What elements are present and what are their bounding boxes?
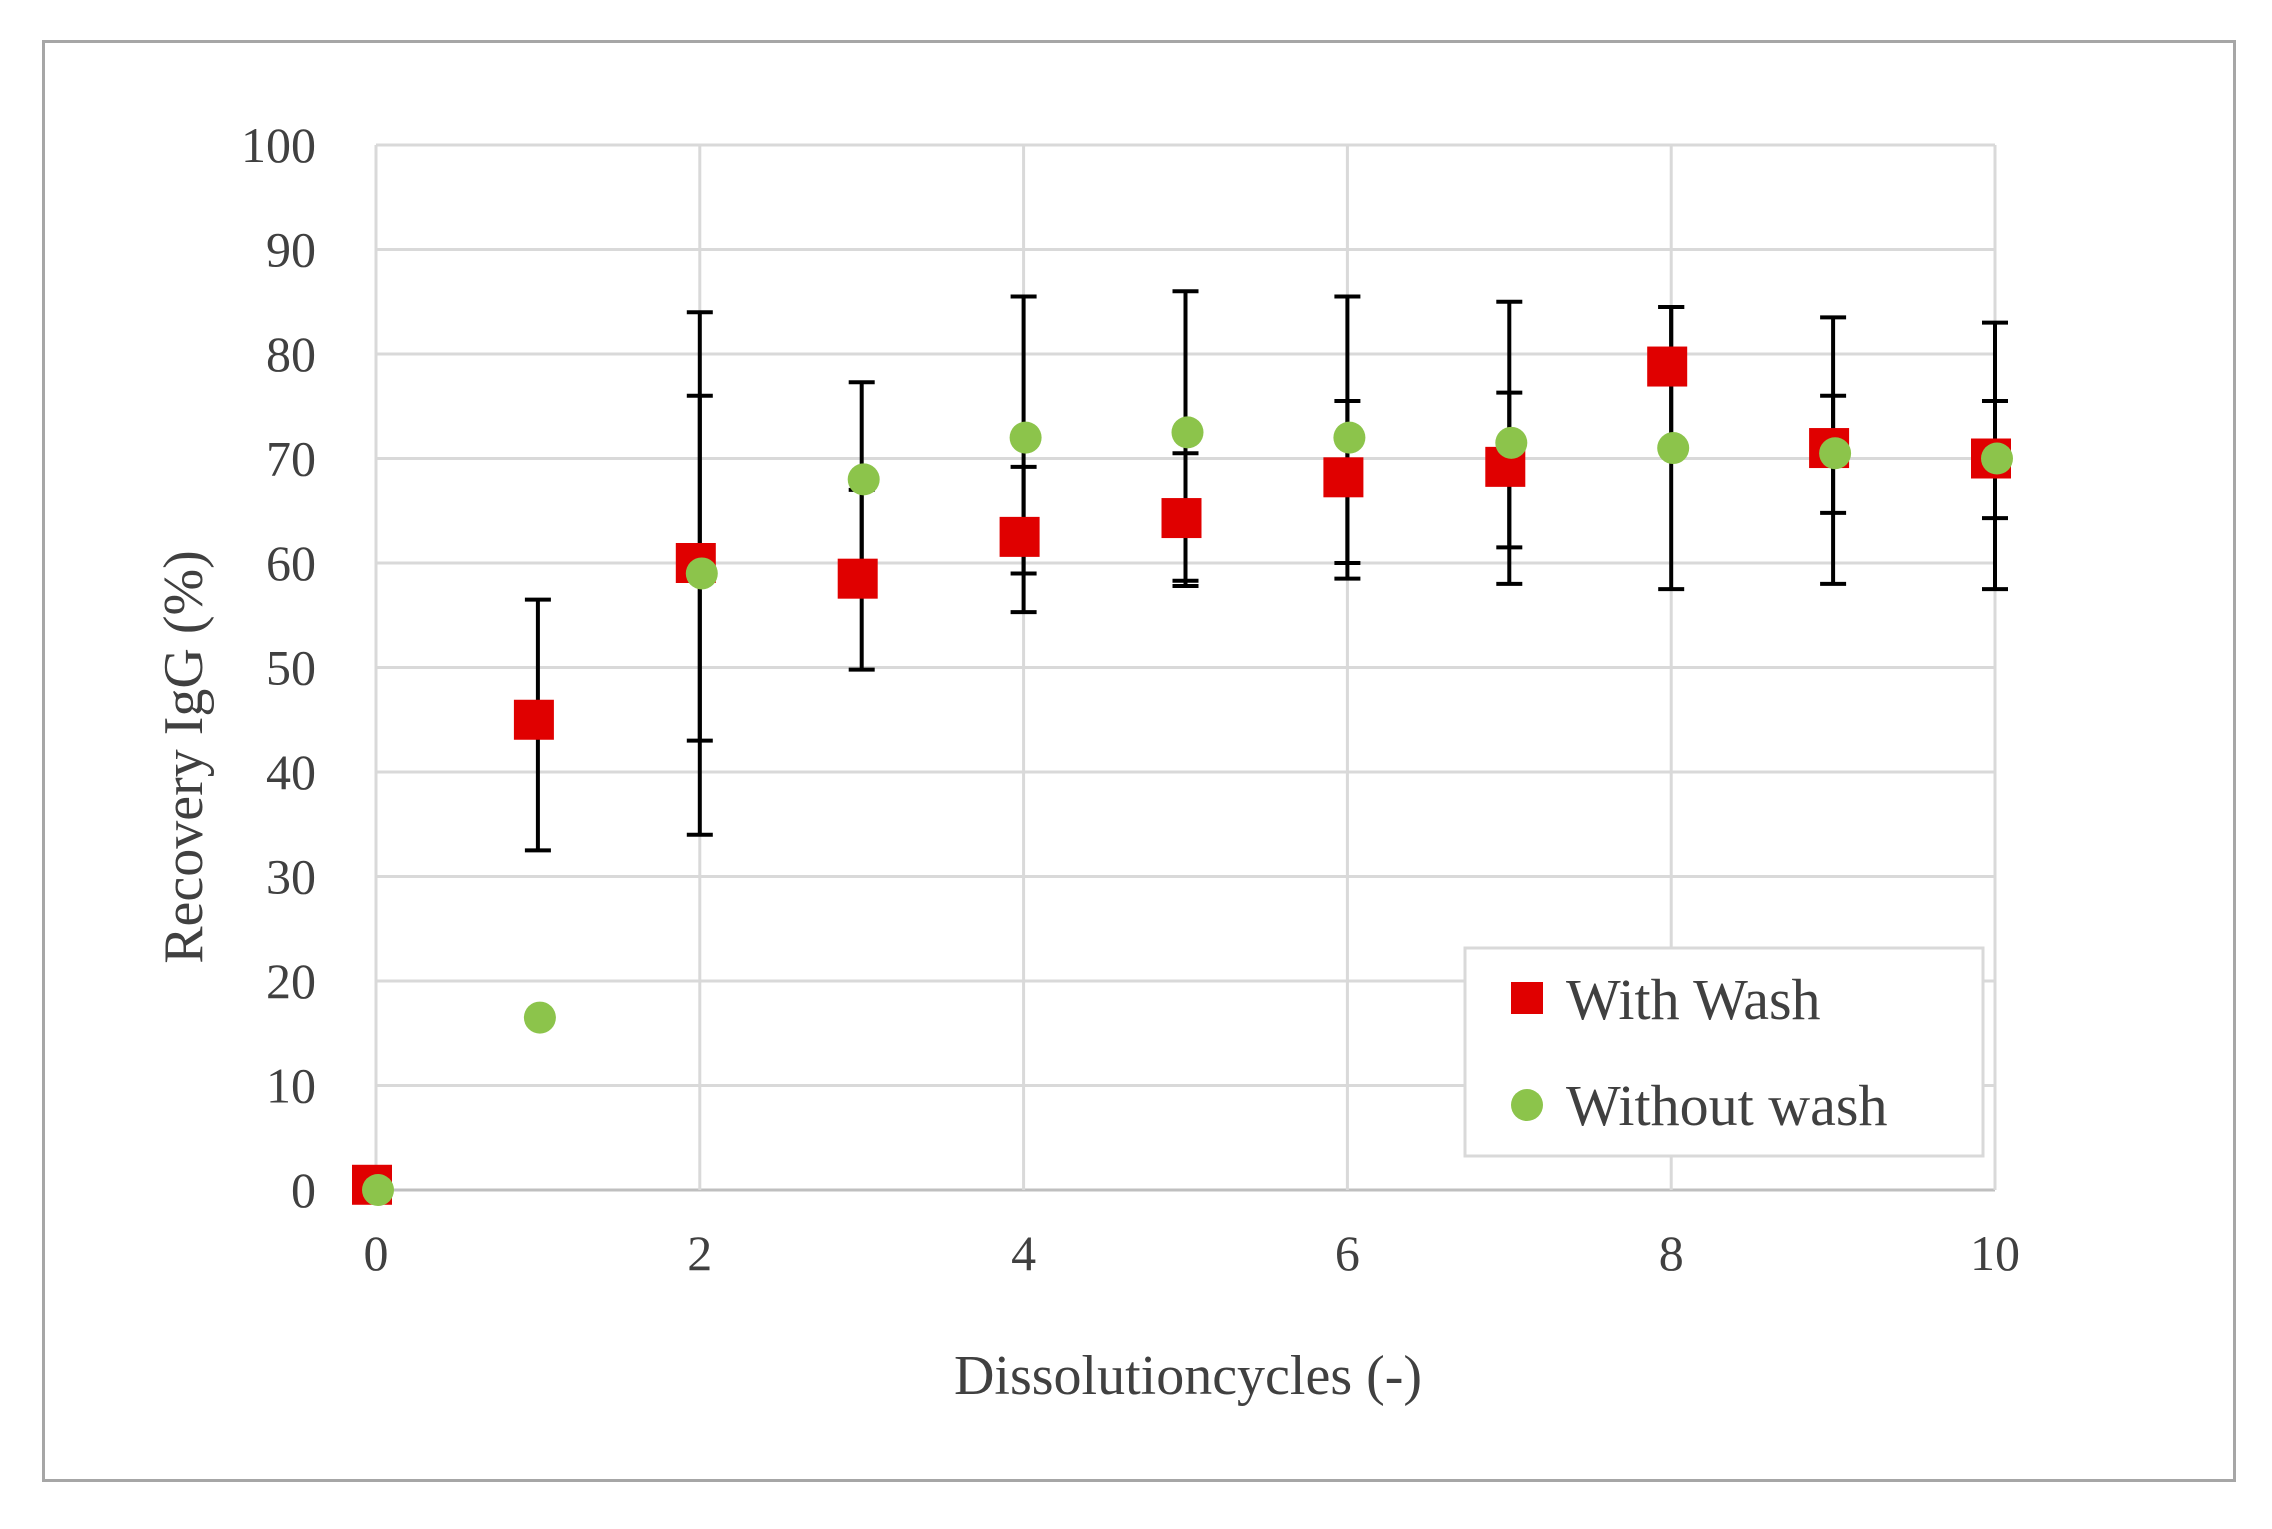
point-without-wash-1 [523,1001,556,1034]
y-tick-label-0: 0 [291,1162,316,1218]
point-without-wash-7 [1495,426,1528,459]
x-tick-label-2: 2 [687,1225,712,1281]
y-tick-label-60: 60 [266,535,316,591]
y-tick-label-80: 80 [266,326,316,382]
x-tick-label-10: 10 [1970,1225,2020,1281]
point-with-wash-8 [1647,346,1688,387]
x-tick-label-0: 0 [364,1225,389,1281]
point-without-wash-6 [1333,421,1366,454]
legend-label-with-wash: With Wash [1566,967,1821,1032]
y-tick-label-10: 10 [266,1058,316,1114]
chart-frame [42,40,2236,1482]
x-axis-label: Dissolutioncycles (-) [954,1345,1422,1407]
point-with-wash-4 [999,516,1040,557]
tick-labels: 0 10 20 30 40 50 60 70 80 90 100 0 2 4 6 8 10 [241,117,2020,1281]
point-with-wash-5 [1161,498,1202,539]
point-without-wash-5 [1171,416,1204,449]
legend-label-without-wash: Without wash [1566,1073,1887,1138]
point-with-wash-3 [837,558,878,599]
point-without-wash-0 [362,1174,394,1206]
point-without-wash-2 [685,557,718,590]
point-without-wash-8 [1657,432,1690,465]
legend: With Wash Without wash [1463,946,1985,1158]
y-tick-label-40: 40 [266,744,316,800]
legend-box [1463,946,1985,1158]
y-tick-label-30: 30 [266,849,316,905]
legend-marker-without-wash [1511,1089,1543,1121]
marker-layer [352,346,2013,1206]
y-tick-label-100: 100 [241,117,316,173]
point-with-wash-1 [513,699,554,740]
point-without-wash-9 [1819,437,1852,470]
y-tick-label-20: 20 [266,953,316,1009]
point-without-wash-10 [1981,442,2013,475]
x-tick-label-4: 4 [1011,1225,1036,1281]
y-axis-label: Recovery IgG (%) [153,550,215,964]
point-without-wash-3 [847,463,880,496]
x-tick-label-8: 8 [1659,1225,1684,1281]
point-with-wash-6 [1323,457,1364,498]
x-tick-label-6: 6 [1335,1225,1360,1281]
y-tick-label-70: 70 [266,431,316,487]
errorbar-layer [524,289,2008,853]
y-tick-label-90: 90 [266,222,316,278]
legend-marker-with-wash [1511,982,1543,1014]
point-without-wash-4 [1009,421,1042,454]
y-tick-label-50: 50 [266,640,316,696]
